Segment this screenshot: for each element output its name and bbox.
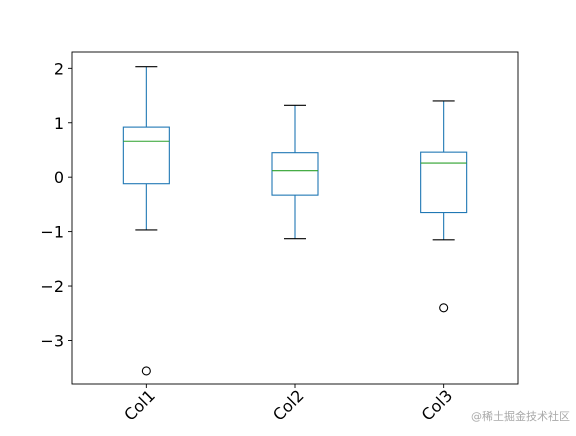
y-tick-label: −1 (40, 223, 64, 242)
y-tick-label: 0 (54, 168, 64, 187)
y-tick-label: 1 (54, 114, 64, 133)
watermark: @稀土掘金技术社区 (471, 410, 570, 423)
x-tick-label: Col3 (418, 386, 457, 425)
y-tick-label: −2 (40, 277, 64, 296)
x-tick-label: Col2 (269, 386, 308, 425)
outlier-point (439, 303, 449, 313)
x-tick-label: Col1 (120, 386, 159, 425)
box-iqr (122, 126, 170, 185)
box-iqr (271, 152, 319, 196)
y-tick-label: 2 (54, 59, 64, 78)
y-tick-label: −3 (40, 331, 64, 350)
box-iqr (420, 151, 468, 214)
outlier-point (141, 366, 151, 376)
